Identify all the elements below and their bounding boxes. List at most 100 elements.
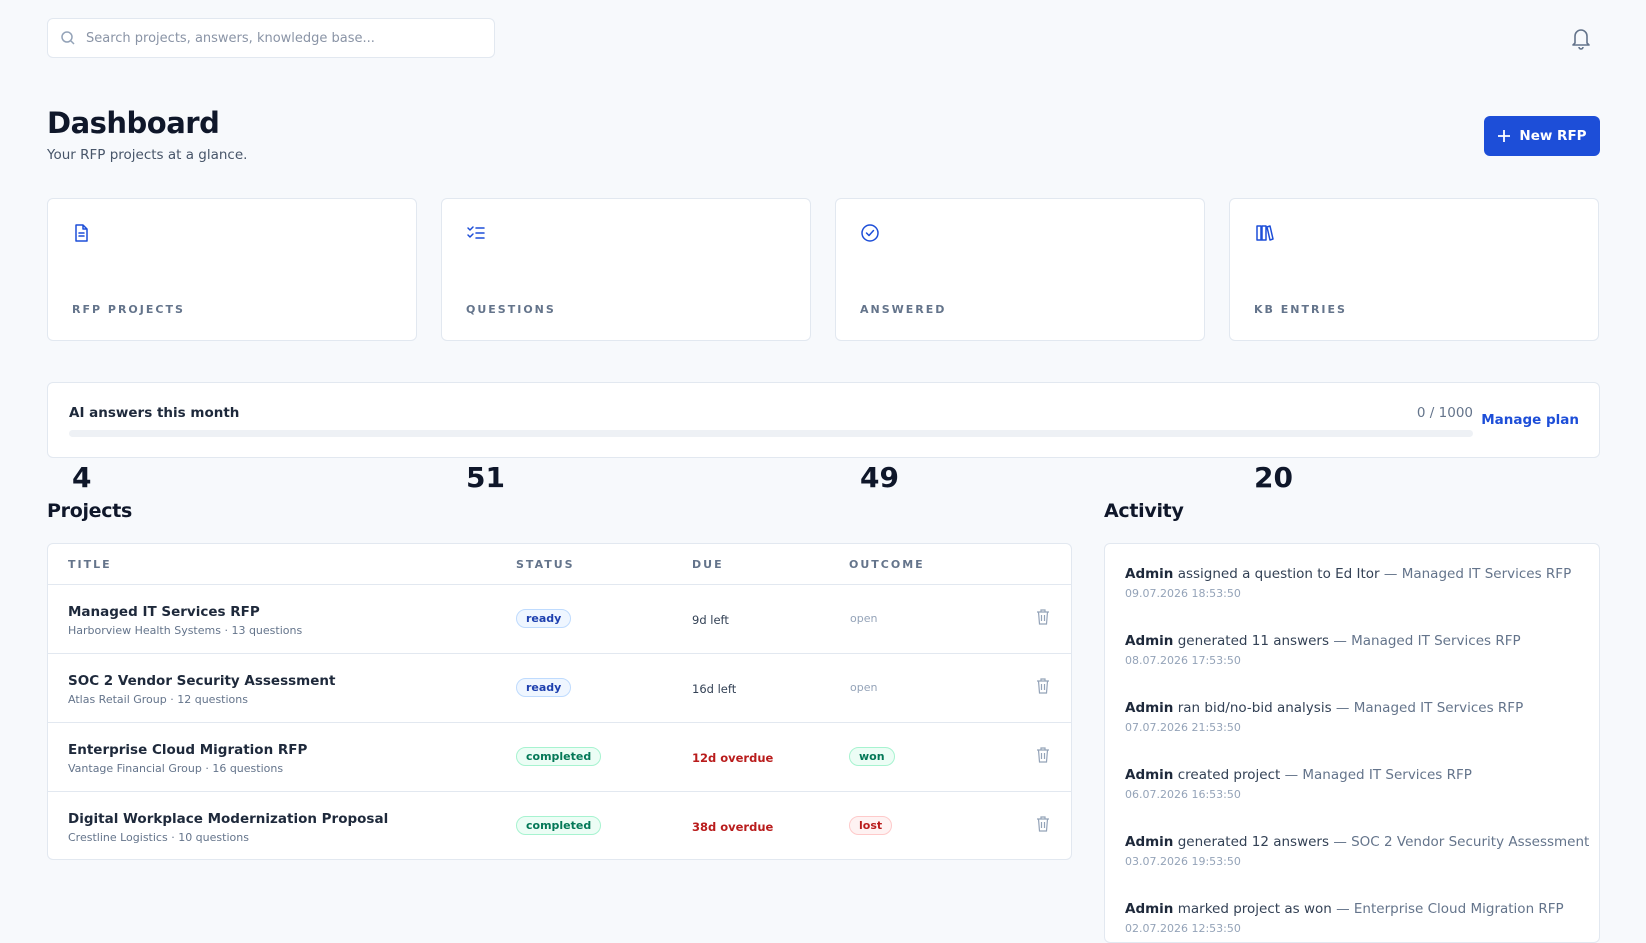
activity-item: Admin assigned a question to Ed Itor — M…	[1125, 566, 1571, 600]
status-badge: ready	[516, 678, 572, 697]
activity-actor: Admin	[1125, 834, 1174, 850]
stat-icon	[860, 223, 880, 247]
stat-value: 49	[860, 461, 899, 494]
search-box[interactable]: Search projects, answers, knowledge base…	[47, 18, 495, 58]
activity-project: — Enterprise Cloud Migration RFP	[1336, 901, 1564, 917]
delete-button[interactable]	[1036, 816, 1050, 836]
status-badge: ready	[516, 609, 572, 628]
activity-action: assigned a question to Ed Itor	[1177, 566, 1380, 582]
stat-label: KB ENTRIES	[1254, 303, 1347, 316]
activity-action: created project	[1177, 767, 1281, 783]
column-header: OUTCOME	[849, 558, 925, 571]
stat-value: 4	[72, 461, 92, 494]
icon	[861, 224, 879, 242]
due-date: 9d left	[692, 613, 729, 627]
due-date: 12d overdue	[692, 751, 774, 765]
activity-action: generated 11 answers	[1177, 633, 1330, 649]
page: Search projects, answers, knowledge base…	[47, 18, 1600, 943]
trash-icon	[1037, 816, 1049, 832]
column-header: DUE	[692, 558, 724, 571]
plus-icon	[1498, 130, 1511, 142]
stat-card: 20 KB ENTRIES	[1229, 198, 1599, 494]
project-title: Enterprise Cloud Migration RFP	[68, 742, 308, 758]
icon	[75, 224, 88, 242]
stat-label: QUESTIONS	[466, 303, 556, 316]
activity-actor: Admin	[1125, 901, 1174, 917]
activity-project: — Managed IT Services RFP	[1284, 767, 1472, 783]
activity-time: 09.07.2026 18:53:50	[1125, 587, 1241, 600]
activity-item: Admin generated 11 answers — Managed IT …	[1125, 633, 1521, 667]
usage-bar	[69, 430, 1473, 437]
activity-actor: Admin	[1125, 633, 1174, 649]
stat-card: 51 QUESTIONS	[441, 198, 811, 494]
activity-item: Admin ran bid/no-bid analysis — Managed …	[1125, 700, 1523, 734]
status-badge: completed	[516, 816, 602, 835]
activity-item: Admin created project — Managed IT Servi…	[1125, 767, 1472, 801]
stat-icon	[1254, 223, 1274, 247]
trash-icon	[1037, 678, 1049, 694]
stat-icon	[466, 223, 486, 247]
activity-actor: Admin	[1125, 566, 1174, 582]
activity-action: generated 12 answers	[1177, 834, 1330, 850]
outcome-badge: open	[850, 681, 878, 694]
stat-label: ANSWERED	[860, 303, 947, 316]
divider	[48, 722, 1071, 723]
trash-icon	[1037, 747, 1049, 763]
stat-card: 4 RFP PROJECTS	[47, 198, 417, 494]
activity-project: — Managed IT Services RFP	[1333, 633, 1521, 649]
activity-time: 03.07.2026 19:53:50	[1125, 855, 1241, 868]
new-rfp-button[interactable]: New RFP	[1484, 116, 1600, 156]
project-meta: Atlas Retail Group · 12 questions	[68, 693, 248, 706]
outcome-badge: open	[850, 612, 878, 625]
activity-panel: Admin assigned a question to Ed Itor — M…	[1104, 543, 1600, 943]
page-subtitle: Your RFP projects at a glance.	[47, 147, 248, 163]
delete-button[interactable]	[1036, 609, 1050, 629]
stat-value: 51	[466, 461, 505, 494]
stat-value: 20	[1254, 461, 1293, 494]
project-meta: Crestline Logistics · 10 questions	[68, 831, 249, 844]
project-row[interactable]: Digital Workplace Modernization Proposal…	[48, 792, 1071, 861]
stat-label: RFP PROJECTS	[72, 303, 185, 316]
button-label: New RFP	[1519, 128, 1587, 144]
activity-action: marked project as won	[1177, 901, 1332, 917]
activity-heading: Activity	[1104, 500, 1184, 522]
outcome-badge: lost	[849, 816, 893, 835]
delete-button[interactable]	[1036, 747, 1050, 767]
project-meta: Vantage Financial Group · 16 questions	[68, 762, 284, 775]
due-date: 16d left	[692, 682, 737, 696]
icon	[467, 226, 485, 239]
project-row[interactable]: SOC 2 Vendor Security Assessment Atlas Re…	[48, 654, 1071, 723]
activity-item: Admin generated 12 answers — SOC 2 Vendo…	[1125, 834, 1589, 868]
activity-item: Admin marked project as won — Enterprise…	[1125, 901, 1564, 935]
activity-actor: Admin	[1125, 700, 1174, 716]
activity-time: 06.07.2026 16:53:50	[1125, 788, 1241, 801]
manage-plan-link[interactable]: Manage plan	[1481, 412, 1579, 428]
page-title: Dashboard	[47, 106, 220, 140]
project-title: Digital Workplace Modernization Proposal	[68, 811, 389, 827]
activity-time: 02.07.2026 12:53:50	[1125, 922, 1241, 935]
column-header: STATUS	[516, 558, 575, 571]
project-row[interactable]: Enterprise Cloud Migration RFP Vantage Fi…	[48, 723, 1071, 792]
stat-icon	[72, 223, 92, 247]
stat-card: 49 ANSWERED	[835, 198, 1205, 494]
activity-project: — SOC 2 Vendor Security Assessment	[1333, 834, 1590, 850]
project-row[interactable]: Managed IT Services RFP Harborview Health…	[48, 585, 1071, 654]
usage-label: AI answers this month	[69, 405, 240, 421]
divider	[48, 791, 1071, 792]
activity-project: — Managed IT Services RFP	[1335, 700, 1524, 716]
project-title: SOC 2 Vendor Security Assessment	[68, 673, 336, 689]
activity-project: — Managed IT Services RFP	[1383, 566, 1572, 582]
column-header: TITLE	[68, 558, 112, 571]
due-date: 38d overdue	[692, 820, 774, 834]
project-meta: Harborview Health Systems · 13 questions	[68, 624, 303, 637]
projects-heading: Projects	[47, 500, 133, 522]
outcome-badge: won	[849, 747, 895, 766]
delete-button[interactable]	[1036, 678, 1050, 698]
activity-time: 08.07.2026 17:53:50	[1125, 654, 1241, 667]
notifications[interactable]	[1570, 26, 1592, 50]
search-placeholder: Search projects, answers, knowledge base…	[86, 30, 375, 46]
status-badge: completed	[516, 747, 602, 766]
activity-time: 07.07.2026 21:53:50	[1125, 721, 1241, 734]
activity-actor: Admin	[1125, 767, 1174, 783]
icon	[1256, 225, 1274, 241]
